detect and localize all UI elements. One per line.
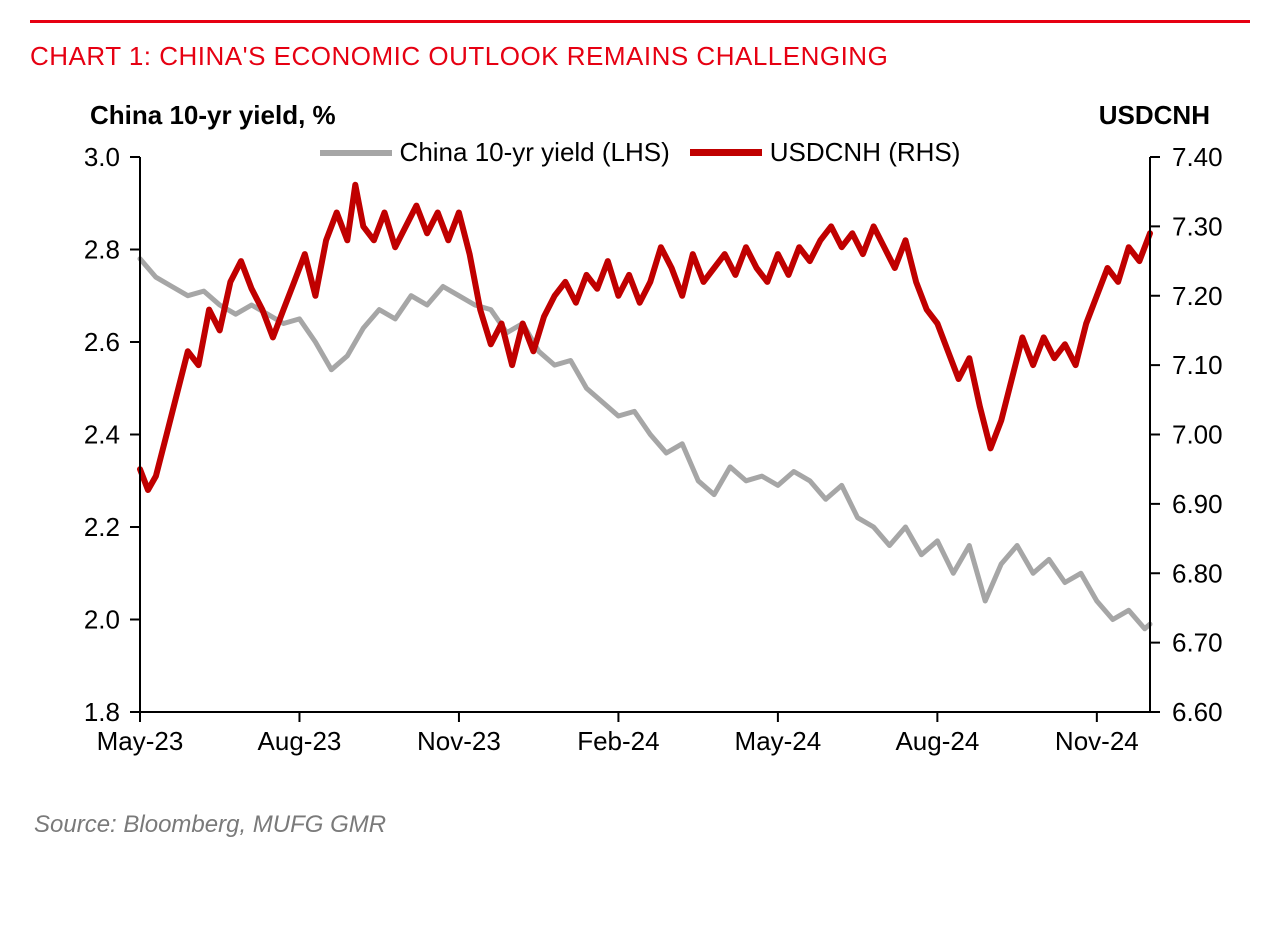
line-chart: 1.8 2.0 2.2 2.4 2.6 2.8 3.0 6.60 6.70 6.80 6.90 7.0… xyxy=(30,137,1240,777)
ytick-right: 6.60 xyxy=(1172,697,1223,727)
ytick-left: 2.6 xyxy=(84,327,120,357)
ytick-right: 7.40 xyxy=(1172,142,1223,172)
left-axis-title: China 10-yr yield, % xyxy=(90,100,336,131)
ytick-right: 7.10 xyxy=(1172,350,1223,380)
xtick: Feb-24 xyxy=(577,726,659,756)
usdcnh-line xyxy=(140,185,1150,490)
ytick-left: 3.0 xyxy=(84,142,120,172)
right-axis-title: USDCNH xyxy=(1099,100,1210,131)
ytick-right: 7.20 xyxy=(1172,281,1223,311)
chart-title: CHART 1: CHINA'S ECONOMIC OUTLOOK REMAIN… xyxy=(30,41,1250,72)
xtick: Nov-24 xyxy=(1055,726,1139,756)
ytick-right: 7.00 xyxy=(1172,420,1223,450)
ytick-right: 7.30 xyxy=(1172,211,1223,241)
ytick-left: 2.2 xyxy=(84,512,120,542)
ytick-right: 6.80 xyxy=(1172,558,1223,588)
chart-page: CHART 1: CHINA'S ECONOMIC OUTLOOK REMAIN… xyxy=(0,0,1280,940)
ytick-left: 2.8 xyxy=(84,235,120,265)
xtick: Nov-23 xyxy=(417,726,501,756)
ytick-right: 6.90 xyxy=(1172,489,1223,519)
xtick: Aug-24 xyxy=(895,726,979,756)
xtick: May-24 xyxy=(735,726,822,756)
ytick-right: 6.70 xyxy=(1172,628,1223,658)
ytick-left: 2.4 xyxy=(84,420,120,450)
axis-titles-row: China 10-yr yield, % USDCNH xyxy=(30,100,1250,131)
xtick: May-23 xyxy=(97,726,184,756)
ytick-left: 2.0 xyxy=(84,605,120,635)
top-rule xyxy=(30,20,1250,23)
china-10y-yield-line xyxy=(140,259,1150,629)
source-text: Source: Bloomberg, MUFG GMR xyxy=(30,811,1250,839)
chart-container: China 10-yr yield (LHS) USDCNH (RHS) 1.8… xyxy=(30,137,1250,777)
ytick-left: 1.8 xyxy=(84,697,120,727)
xtick: Aug-23 xyxy=(258,726,342,756)
